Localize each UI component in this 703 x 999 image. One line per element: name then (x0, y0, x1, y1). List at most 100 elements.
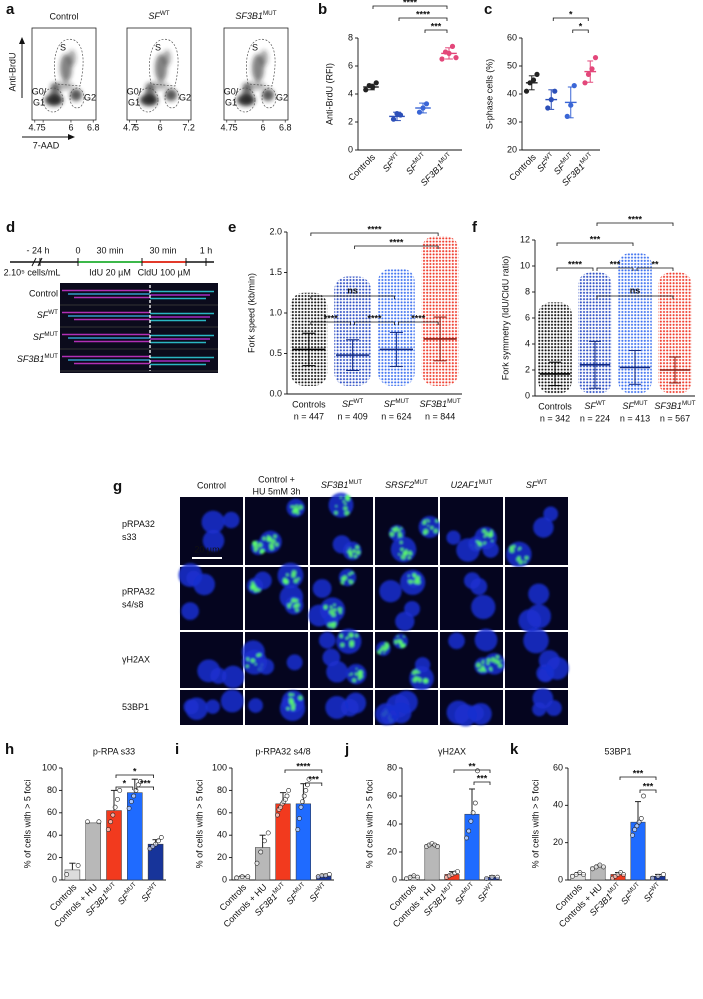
data-point (234, 875, 239, 881)
n-label: n = 413 (620, 413, 650, 423)
data-point (254, 860, 260, 866)
y-axis-label: % of cells with > 5 foci (530, 780, 540, 869)
focus (339, 633, 343, 638)
nuclei (379, 569, 426, 631)
flow-cloud (262, 89, 274, 101)
focus (385, 644, 390, 649)
data-point (301, 793, 307, 799)
x-tick-label-sup: MUT (627, 881, 642, 896)
x-tick-label: SFMUT (384, 398, 409, 409)
panel-letter: k (510, 741, 519, 758)
bar (464, 813, 480, 881)
y-axis-label: % of cells with > 5 foci (364, 780, 374, 869)
x-tick-label: 4.7 (221, 122, 234, 132)
nucleus (469, 702, 492, 725)
focus (337, 607, 343, 612)
panel-letter: b (318, 1, 327, 18)
significance-label: *** (643, 781, 654, 791)
focus (477, 541, 483, 547)
chart-title: 53BP1 (604, 746, 631, 756)
focus (409, 582, 412, 585)
nucleus (532, 687, 554, 709)
nucleus (446, 700, 471, 725)
significance-label: * (133, 766, 137, 776)
nucleus (178, 563, 203, 588)
data-point (117, 788, 123, 793)
focus (343, 506, 348, 511)
y-tick-label: 60 (553, 762, 563, 772)
significance-bracket (596, 267, 634, 271)
point-cloud (618, 253, 652, 394)
gate-label: G1 (33, 97, 45, 107)
y-tick-label: 40 (507, 88, 517, 98)
point-cloud (378, 268, 415, 386)
focus (342, 500, 346, 503)
y-axis-label: Fork speed (kb/min) (246, 273, 256, 353)
x-tick-label: 6 (158, 122, 163, 132)
focus (396, 635, 399, 638)
significance-label: *** (431, 21, 442, 31)
time-label: 30 min (96, 245, 123, 255)
nucleus (202, 529, 225, 552)
data-point (274, 812, 280, 818)
x-tick-label-sup: WT (483, 881, 495, 893)
time-label: 30 min (149, 245, 176, 255)
point-cloud (334, 276, 371, 386)
data-point (423, 101, 430, 107)
data-point (153, 841, 158, 847)
flow-density (140, 50, 177, 106)
x-tick-label: SFWT (584, 400, 605, 411)
y-tick-label: 12 (520, 234, 530, 244)
focus (291, 693, 295, 696)
data-point (85, 819, 90, 825)
data-point (110, 812, 116, 818)
data-point (138, 779, 143, 784)
focus (417, 677, 423, 683)
data-point (523, 88, 530, 94)
y-tick-label: 2 (348, 116, 353, 126)
focus (353, 554, 358, 558)
flow-gate (54, 38, 84, 87)
x-tick-label: SFMUT (403, 151, 429, 177)
y-axis-label: Fork symmetry (IdU/CldU ratio) (500, 256, 510, 381)
nuclei (532, 687, 562, 717)
focus (523, 560, 527, 564)
significance-label: **** (389, 237, 404, 247)
focus (397, 528, 401, 533)
data-point (327, 872, 332, 877)
data-point (475, 768, 480, 774)
data-point (593, 864, 599, 870)
significance-bracket (310, 232, 439, 236)
timeline-break (31, 257, 37, 267)
step-label: IdU 20 µM (89, 267, 131, 277)
column-header: HU 5mM 3h (252, 486, 300, 496)
significance-bracket (556, 242, 634, 246)
nucleus (518, 609, 542, 633)
nucleus (318, 631, 336, 649)
strip-label-sup: MUT (44, 353, 58, 360)
y-tick-label: 20 (387, 846, 397, 856)
column-header: Control (197, 480, 226, 490)
y-axis-label: S-phase cells (%) (484, 59, 494, 130)
x-tick-label-sup: MUT (412, 151, 427, 166)
y-tick-label: 20 (553, 837, 563, 847)
strip-label-sup: WT (48, 309, 58, 316)
y-tick-label: 80 (217, 785, 227, 795)
panel-letter: c (484, 1, 492, 18)
nucleus (197, 659, 221, 683)
focus (339, 496, 342, 499)
panel-letter: i (175, 741, 179, 758)
x-tick-label-sup: WT (649, 881, 661, 893)
data-point (632, 827, 638, 832)
significance-bracket (398, 17, 448, 21)
nucleus (181, 602, 199, 621)
column-header-sup: MUT (414, 479, 428, 486)
focus (253, 588, 258, 593)
focus (495, 655, 500, 659)
y-tick-label: 8 (525, 286, 530, 296)
focus (273, 534, 277, 539)
x-tick-label-sup: WT (315, 881, 327, 893)
bar (295, 803, 311, 881)
y-tick-label: 60 (217, 807, 227, 817)
significance-label: **** (411, 313, 426, 323)
